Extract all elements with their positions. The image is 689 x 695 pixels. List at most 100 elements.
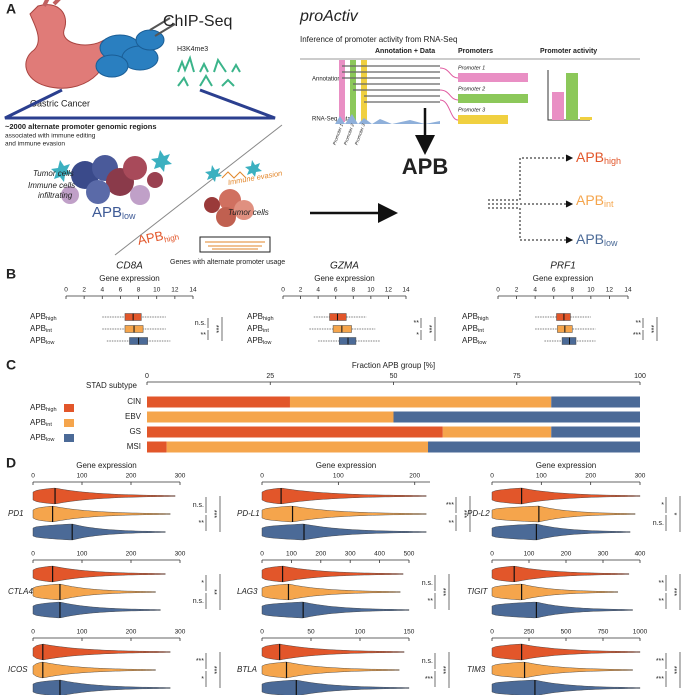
y-tick-label: MSI (127, 442, 141, 451)
stomach-label: Gastric Cancer (30, 98, 90, 108)
group-base: APB (30, 336, 46, 345)
genes-caption: Genes with alternate promoter usage (170, 259, 285, 266)
x-tick-label: 400 (374, 551, 385, 558)
sig-label: n.s. (653, 520, 664, 527)
x-tick-label: 2 (299, 287, 303, 294)
group-label: APBlow (30, 336, 55, 346)
promoter-label: Promoter 3 (458, 107, 486, 113)
group-sub: high (263, 316, 274, 322)
group-label: APBhigh (30, 312, 57, 322)
group-base: APB (462, 312, 478, 321)
gene-tracks (205, 241, 265, 250)
x-tick-label: 14 (624, 287, 632, 294)
group-base: APB (30, 324, 46, 333)
violin (32, 505, 171, 523)
x-tick-label: 200 (561, 551, 572, 558)
activity-bar (566, 73, 578, 120)
x-tick-label: 100 (524, 551, 535, 558)
group-label: APBint (30, 418, 52, 428)
annotation-tracks (342, 65, 440, 103)
x-tick-label: 10 (367, 287, 375, 294)
violin (261, 661, 400, 679)
group-sub: low (46, 340, 55, 346)
legend-swatch (64, 419, 74, 427)
x-tick-label: 100 (333, 473, 344, 480)
group-label: APBhigh (247, 312, 274, 322)
x-tick-label: 200 (585, 473, 596, 480)
x-tick-label: 200 (126, 473, 137, 480)
group-sub: low (478, 340, 487, 346)
apb-base: APB (576, 192, 604, 208)
group-label: APBint (30, 324, 52, 334)
gene-label: PD1 (8, 509, 24, 518)
panel-label: C (6, 357, 16, 373)
x-tick-label: 300 (598, 551, 609, 558)
x-tick-label: 6 (552, 287, 556, 294)
x-tick-label: 100 (536, 473, 547, 480)
cell-label: infiltrating (38, 191, 73, 200)
x-axis-title: Gene expression (533, 274, 593, 283)
cell-label: Tumor cells (228, 208, 269, 217)
sig-label: * (661, 502, 664, 509)
sig-label: ** (659, 580, 665, 587)
sig-label: *** (670, 588, 677, 596)
sig-label: n.s. (195, 320, 206, 327)
sig-label: ** (199, 520, 205, 527)
x-tick-label: 100 (355, 629, 366, 636)
group-sub: low (46, 437, 55, 443)
legend-swatch (64, 404, 74, 412)
bar-segment (442, 426, 552, 438)
stomach-tube (42, 0, 61, 7)
apb-base: APB (136, 228, 165, 248)
x-tick-label: 8 (351, 287, 355, 294)
x-tick-label: 25 (266, 373, 274, 380)
sig-label: * (201, 676, 204, 683)
group-sub: high (46, 407, 57, 413)
apb-base: APB (576, 149, 604, 165)
bar-segment (147, 411, 394, 423)
gene-label: BTLA (237, 665, 257, 674)
violin (261, 601, 410, 619)
violin (491, 643, 641, 661)
x-tick-label: 0 (490, 551, 494, 558)
cells-right (204, 160, 262, 227)
group-sub: high (478, 316, 489, 322)
x-tick-label: 50 (390, 373, 398, 380)
x-tick-label: 1000 (633, 629, 648, 636)
sig-label: ** (201, 332, 207, 339)
activity-bar (552, 92, 564, 120)
regions-line: and immune evasion (5, 141, 65, 148)
apb-label: APBhigh (136, 225, 180, 250)
sig-label: *** (633, 332, 641, 339)
sig-label: *** (670, 666, 677, 674)
apb-base: APB (576, 231, 604, 247)
promoter-card (458, 73, 528, 82)
x-tick-label: 200 (126, 629, 137, 636)
sig-label: n.s. (422, 580, 433, 587)
x-tick-label: 0 (260, 473, 264, 480)
x-tick-label: 12 (171, 287, 179, 294)
activity-bar (580, 117, 592, 120)
x-tick-label: 12 (606, 287, 614, 294)
violin (261, 584, 401, 600)
x-tick-label: 6 (334, 287, 338, 294)
y-tick-label: CIN (127, 397, 141, 406)
x-tick-label: 4 (533, 287, 537, 294)
x-tick-label: 0 (260, 629, 264, 636)
apb-sub: int (604, 199, 614, 209)
promoter-card (458, 115, 508, 124)
violin (32, 584, 156, 600)
row-label: Annotation (312, 77, 341, 83)
group-label: APBlow (462, 336, 487, 346)
x-tick-label: 14 (402, 287, 410, 294)
x-tick-label: 100 (77, 629, 88, 636)
column-header: Annotation + Data (375, 48, 435, 55)
x-tick-label: 200 (315, 551, 326, 558)
stomach (25, 4, 107, 89)
panel-label: B (6, 266, 16, 282)
group-label: APBhigh (462, 312, 489, 322)
rnaseq-track (335, 114, 440, 124)
violin (32, 601, 161, 619)
divider (114, 124, 283, 256)
